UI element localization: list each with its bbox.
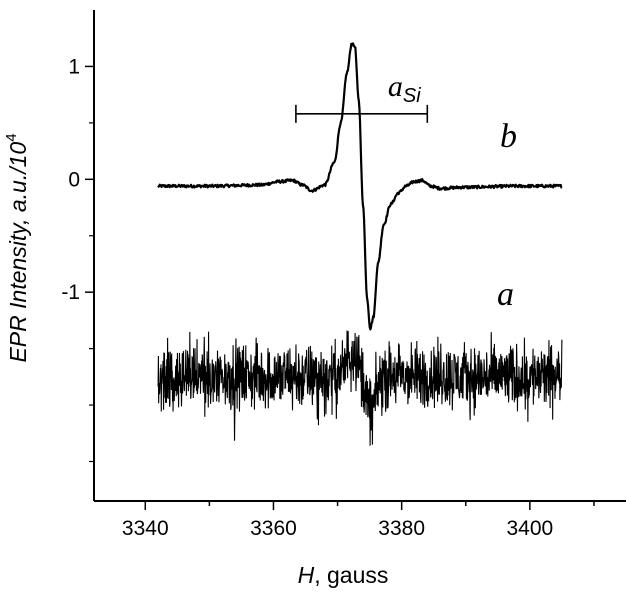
series-label-b: b [500,118,517,155]
y-tick-label: -1 [61,281,80,304]
x-tick-label: 3380 [378,517,425,540]
series-label-a: a [497,276,514,313]
series-a-line [157,330,563,446]
series-b-line [157,42,563,331]
x-tick-label: 3340 [122,517,169,540]
y-tick-label: 1 [68,55,80,78]
y-axis-title: EPR Intensity, a.u./104 [3,133,31,362]
splitting-label: aSi [388,70,421,107]
y-axis-title-main: EPR Intensity, [5,219,31,363]
x-tick-label: 3400 [506,517,553,540]
x-axis-title-main: H [298,562,315,588]
y-axis-title-exponent: 4 [3,133,20,141]
annotation-layer: aSi [295,70,429,123]
y-tick-label: 0 [68,168,80,191]
splitting-label-subscript: Si [403,85,421,107]
series-layer [157,42,563,446]
axes [93,10,626,502]
x-tick-label: 3360 [250,517,297,540]
y-axis-title-unit: a.u./10 [5,142,31,219]
x-axis-title: H, gauss [298,562,389,588]
ticks: 3340 3360 3380 3400 1 0 -1 [61,55,595,540]
x-axis-title-unit: , gauss [314,562,388,588]
